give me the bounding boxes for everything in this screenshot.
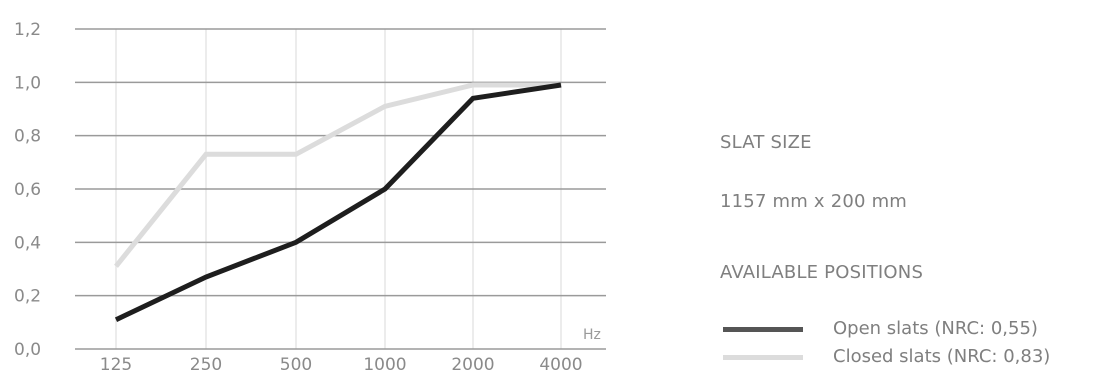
x-tick-label: 1000: [363, 355, 406, 375]
y-tick-label: 0,0: [14, 340, 41, 360]
slat-size-value: 1157 mm x 200 mm: [720, 191, 908, 212]
axis-layer: 0,0 0,2 0,4 0,6 0,8 1,0 1,2 125 250 500 1000 2000 40…: [14, 20, 583, 375]
series-line-open-slats: [114, 82, 562, 322]
x-tick-label: 500: [280, 355, 312, 375]
legend-item-closed-slats: Closed slats (NRC: 0,83): [720, 346, 1110, 368]
y-tick-label: 0,8: [14, 127, 41, 147]
grid-layer: [75, 28, 606, 350]
available-positions-heading: AVAILABLE POSITIONS: [720, 262, 924, 283]
x-axis-unit: Hz: [583, 327, 601, 343]
absorption-chart: 0,0 0,2 0,4 0,6 0,8 1,0 1,2 125 250 500 1000 2000 40…: [14, 20, 606, 375]
x-tick-label: 250: [190, 355, 222, 375]
series-layer: [114, 82, 562, 322]
y-tick-label: 0,2: [14, 287, 41, 307]
x-tick-label: 125: [100, 355, 132, 375]
legend-label-open-slats: Open slats (NRC: 0,55): [833, 318, 1038, 339]
legend-swatch-closed-slats: [723, 355, 803, 360]
y-tick-label: 1,0: [14, 73, 41, 93]
x-tick-label: 2000: [451, 355, 494, 375]
y-tick-label: 0,4: [14, 233, 41, 253]
x-tick-label: 4000: [539, 355, 582, 375]
legend-label-closed-slats: Closed slats (NRC: 0,83): [833, 346, 1051, 367]
legend-item-open-slats: Open slats (NRC: 0,55): [720, 318, 1110, 340]
y-tick-label: 1,2: [14, 20, 41, 40]
y-tick-label: 0,6: [14, 180, 41, 200]
series-line-closed-slats: [114, 82, 561, 268]
legend-swatch-open-slats: [723, 327, 803, 332]
slat-size-heading: SLAT SIZE: [720, 132, 812, 153]
